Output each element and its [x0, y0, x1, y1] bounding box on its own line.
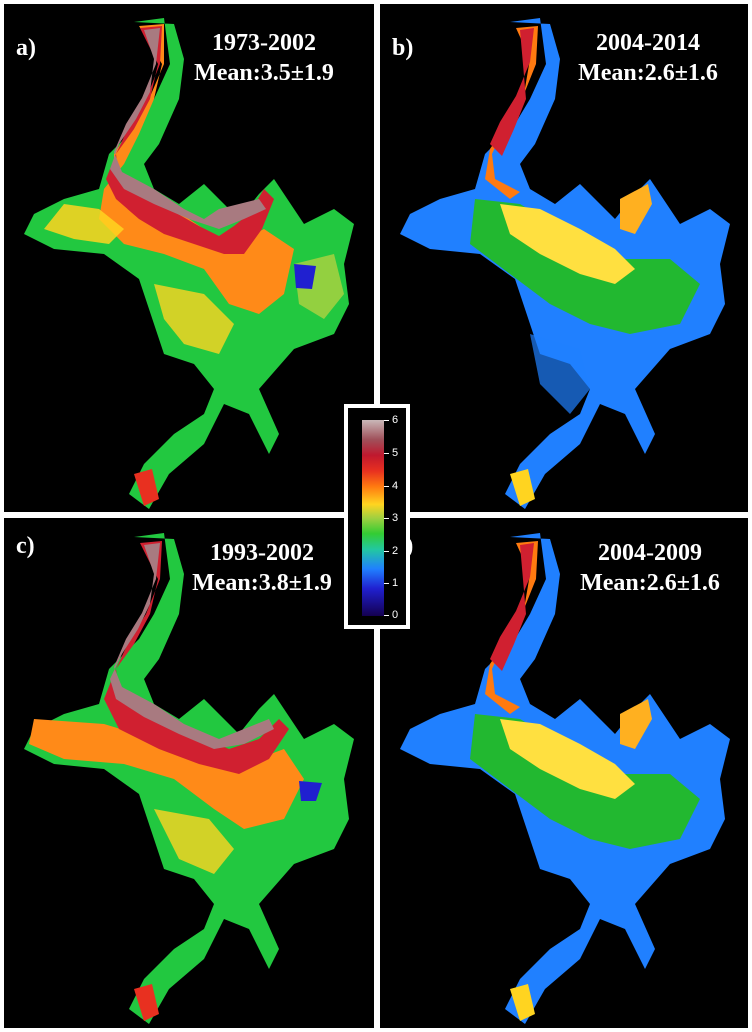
colorbar-tick: 2 [383, 545, 399, 557]
lake-shape [24, 18, 354, 509]
colorbar: 6 5 4 3 2 1 0 [344, 404, 410, 629]
map-panel-a: a) 1973-2002 Mean:3.5±1.9 [4, 4, 374, 512]
colorbar-tick: 4 [383, 480, 399, 492]
map-panel-b: b) 2004-2014 Mean:2.6±1.6 [380, 4, 748, 512]
colorbar-tick: 1 [383, 577, 399, 589]
colorbar-tick: 5 [383, 447, 399, 459]
colorbar-tick: 0 [383, 609, 399, 621]
colorbar-tick: 3 [383, 512, 399, 524]
colorbar-tick: 6 [383, 414, 399, 426]
colorbar-gradient [362, 420, 384, 616]
lake-map-d [400, 533, 730, 1024]
panel-period: 2004-2014 [596, 30, 700, 56]
panel-mean: Mean:2.6±1.6 [578, 60, 718, 86]
panel-period: 1993-2002 [210, 540, 314, 566]
map-panel-d: d) 2004-2009 Mean:2.6±1.6 [380, 518, 748, 1028]
lake-map-a [24, 18, 354, 509]
panel-mean: Mean:3.8±1.9 [192, 570, 332, 596]
map-panel-c: c) 1993-2002 Mean:3.8±1.9 [4, 518, 374, 1028]
panel-label: b) [392, 35, 414, 61]
lake-shape [400, 533, 730, 1024]
lake-shape [400, 18, 730, 509]
lake-map-c [24, 533, 354, 1024]
panel-period: 2004-2009 [598, 540, 702, 566]
panel-period: 1973-2002 [212, 30, 316, 56]
lake-map-b [400, 18, 730, 509]
panel-label: a) [16, 35, 36, 61]
panel-mean: Mean:2.6±1.6 [580, 570, 720, 596]
panel-mean: Mean:3.5±1.9 [194, 60, 334, 86]
panel-label: c) [16, 533, 35, 559]
lake-shape [24, 533, 354, 1024]
